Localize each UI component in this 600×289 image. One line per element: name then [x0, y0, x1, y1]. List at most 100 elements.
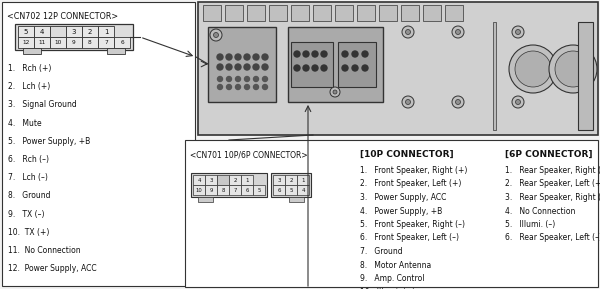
Bar: [335, 5, 353, 21]
Circle shape: [294, 51, 300, 57]
Circle shape: [226, 64, 232, 70]
Bar: [15, 24, 133, 50]
Text: 5.   Front Speaker, Right (–): 5. Front Speaker, Right (–): [360, 220, 465, 229]
Circle shape: [245, 84, 250, 90]
Circle shape: [210, 29, 222, 41]
Circle shape: [235, 64, 241, 70]
Bar: [205, 185, 217, 195]
Text: 9: 9: [72, 40, 76, 45]
Text: 1.   Front Speaker, Right (+): 1. Front Speaker, Right (+): [360, 166, 467, 175]
Bar: [291, 42, 333, 87]
Bar: [229, 175, 241, 185]
Bar: [18, 26, 34, 37]
Bar: [247, 5, 265, 21]
Text: 10.  Illumi. (+): 10. Illumi. (+): [360, 288, 415, 289]
Text: 3.   Power Supply, ACC: 3. Power Supply, ACC: [360, 193, 446, 202]
Circle shape: [312, 51, 318, 57]
Text: 6: 6: [277, 188, 281, 192]
Circle shape: [455, 99, 461, 105]
Text: 9.   Amp. Control: 9. Amp. Control: [360, 274, 425, 283]
Bar: [98, 26, 114, 37]
Circle shape: [235, 77, 241, 81]
Circle shape: [330, 87, 340, 97]
Circle shape: [226, 54, 232, 60]
Bar: [198, 2, 598, 135]
Text: 10: 10: [55, 40, 62, 45]
Bar: [34, 26, 50, 37]
Circle shape: [253, 64, 259, 70]
Circle shape: [235, 54, 241, 60]
Bar: [82, 37, 98, 48]
Bar: [193, 185, 205, 195]
Text: [6P CONNECTOR]: [6P CONNECTOR]: [505, 150, 593, 159]
Text: 3: 3: [277, 177, 281, 182]
Text: 12.  Power Supply, ACC: 12. Power Supply, ACC: [8, 264, 97, 273]
Bar: [273, 175, 285, 185]
Text: 2: 2: [88, 29, 92, 34]
Text: 1: 1: [104, 29, 108, 34]
Text: 9: 9: [209, 188, 212, 192]
Circle shape: [312, 65, 318, 71]
Circle shape: [342, 65, 348, 71]
Bar: [50, 37, 66, 48]
Text: 10.  TX (+): 10. TX (+): [8, 228, 49, 237]
Text: 6.   Front Speaker, Left (–): 6. Front Speaker, Left (–): [360, 234, 459, 242]
Circle shape: [244, 54, 250, 60]
Bar: [253, 185, 265, 195]
Bar: [50, 26, 66, 37]
Text: 7.   Lch (–): 7. Lch (–): [8, 173, 48, 182]
Circle shape: [262, 64, 268, 70]
Text: 5: 5: [257, 188, 260, 192]
Circle shape: [218, 77, 223, 81]
Bar: [107, 48, 125, 54]
Bar: [357, 5, 375, 21]
Circle shape: [263, 84, 268, 90]
Circle shape: [362, 51, 368, 57]
Circle shape: [452, 96, 464, 108]
Circle shape: [253, 54, 259, 60]
Circle shape: [321, 65, 327, 71]
Text: 4: 4: [40, 29, 44, 34]
Text: 6.   Rear Speaker, Left (–): 6. Rear Speaker, Left (–): [505, 234, 600, 242]
Circle shape: [406, 29, 410, 34]
Circle shape: [402, 26, 414, 38]
Text: 8.   Ground: 8. Ground: [8, 191, 50, 200]
Bar: [288, 27, 383, 102]
Bar: [217, 185, 229, 195]
Bar: [379, 5, 397, 21]
Text: 7: 7: [104, 40, 108, 45]
Circle shape: [455, 29, 461, 34]
Bar: [269, 5, 287, 21]
Text: [10P CONNECTOR]: [10P CONNECTOR]: [360, 150, 454, 159]
Text: 6: 6: [120, 40, 124, 45]
Bar: [2, 2, 195, 286]
Bar: [297, 175, 309, 185]
Circle shape: [214, 32, 218, 38]
Text: 11: 11: [38, 40, 46, 45]
Bar: [285, 175, 297, 185]
Text: 7.   Ground: 7. Ground: [360, 247, 403, 256]
Bar: [289, 197, 304, 202]
Bar: [401, 5, 419, 21]
Circle shape: [303, 65, 309, 71]
Circle shape: [512, 96, 524, 108]
Bar: [313, 5, 331, 21]
Text: 3: 3: [209, 177, 213, 182]
Bar: [225, 5, 243, 21]
Circle shape: [245, 77, 250, 81]
Circle shape: [402, 96, 414, 108]
Circle shape: [321, 51, 327, 57]
Circle shape: [362, 65, 368, 71]
Bar: [338, 42, 376, 87]
Text: 5: 5: [289, 188, 293, 192]
Circle shape: [549, 45, 597, 93]
Text: 4: 4: [301, 188, 305, 192]
Text: 1: 1: [245, 177, 249, 182]
Bar: [114, 37, 130, 48]
Circle shape: [406, 99, 410, 105]
Bar: [98, 37, 114, 48]
Bar: [285, 185, 297, 195]
Text: 5.   Power Supply, +B: 5. Power Supply, +B: [8, 137, 90, 146]
Text: 12: 12: [22, 40, 29, 45]
Circle shape: [254, 77, 259, 81]
